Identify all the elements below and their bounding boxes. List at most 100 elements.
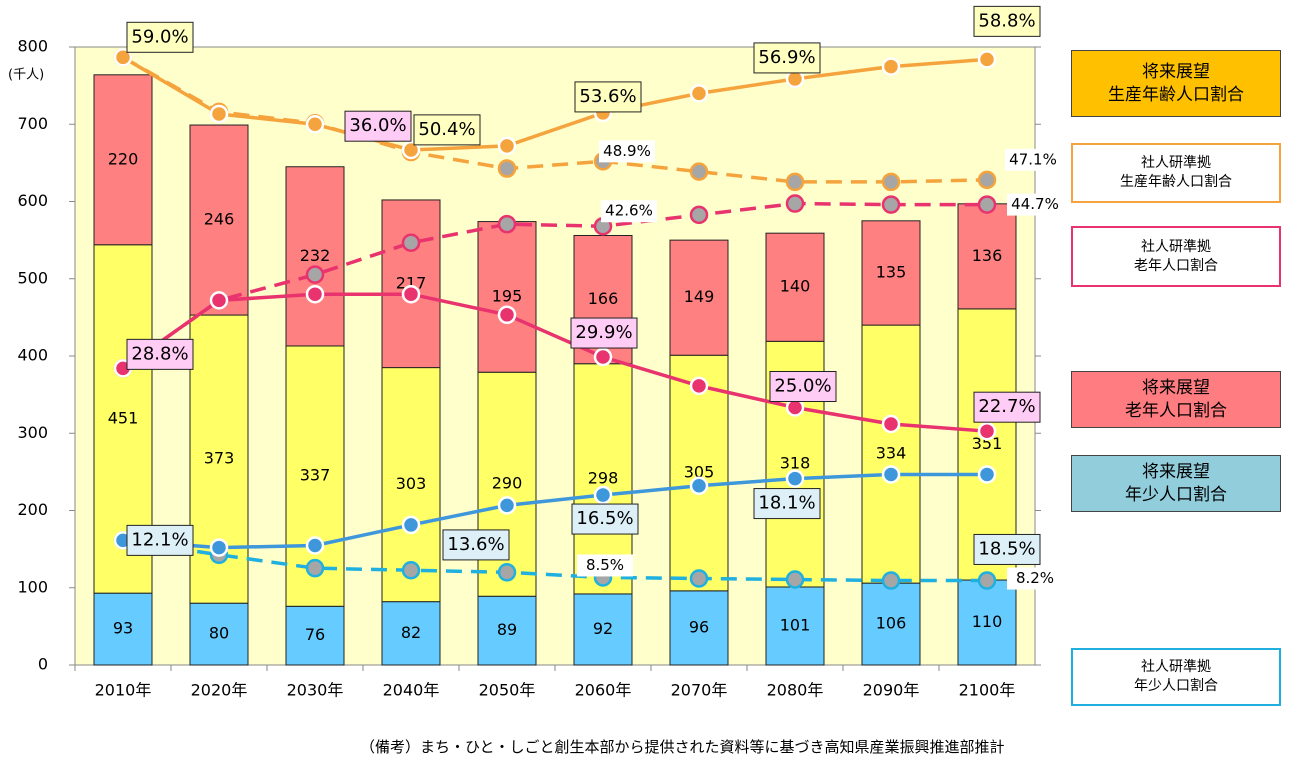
- line-marker: [113, 48, 133, 67]
- x-tick-label: 2100年: [959, 681, 1016, 700]
- line-marker: [977, 50, 997, 69]
- line-marker: [977, 421, 997, 441]
- label-box: [571, 503, 639, 535]
- line-marker: [977, 571, 997, 590]
- line-marker: [401, 233, 421, 252]
- label-box: [442, 529, 510, 561]
- line-marker: [305, 265, 325, 284]
- bar: [93, 74, 153, 246]
- line-marker: [689, 376, 709, 396]
- x-tick-label: 2070年: [671, 681, 728, 700]
- line-marker: [881, 414, 901, 434]
- line-marker: [881, 57, 901, 76]
- bar-value-label: 246: [204, 210, 235, 229]
- label-bg: [601, 200, 657, 223]
- line-value-label: 25.0%: [774, 376, 831, 397]
- bar: [477, 221, 537, 373]
- bar: [381, 199, 441, 369]
- bar-value-label: 290: [492, 474, 523, 493]
- label-box: [769, 371, 837, 402]
- label-bg: [1005, 148, 1061, 171]
- bar-value-label: 220: [108, 149, 139, 168]
- bar: [381, 601, 441, 666]
- line-marker: [209, 538, 229, 557]
- y-tick-label: 600: [17, 191, 48, 210]
- bar: [957, 579, 1017, 666]
- y-tick-label: 0: [38, 655, 48, 674]
- x-tick-label: 2040年: [383, 681, 440, 700]
- label-bg: [599, 140, 655, 163]
- x-tick-label: 2080年: [767, 681, 824, 700]
- line-marker: [689, 205, 709, 225]
- label-box: [126, 524, 194, 556]
- line-value-label: 18.1%: [758, 493, 815, 514]
- y-tick-label: 100: [17, 577, 48, 596]
- legend-entry: 社人研準拠 生産年齢人口割合: [1071, 143, 1281, 203]
- bar-value-label: 96: [689, 617, 709, 636]
- bar-value-label: 337: [300, 466, 331, 485]
- source-note: （備考）まち・ひと・しごと創生本部から提供された資料等に基づき高知県産業振興推進…: [360, 738, 1005, 756]
- bar: [765, 232, 825, 342]
- line-marker: [689, 84, 709, 103]
- line-marker: [785, 570, 805, 589]
- bar: [477, 595, 537, 666]
- label-box: [413, 114, 481, 146]
- bar-value-label: 232: [300, 246, 331, 265]
- x-tick-label: 2030年: [287, 681, 344, 700]
- legend-entry: 将来展望 老年人口割合: [1071, 371, 1281, 428]
- bar: [861, 582, 921, 666]
- line: [121, 292, 988, 433]
- line: [122, 538, 987, 583]
- y-tick-label: 400: [17, 346, 48, 365]
- bar-value-label: 195: [492, 286, 523, 305]
- label-box: [570, 317, 638, 349]
- x-tick-label: 2010年: [95, 681, 152, 700]
- label-box: [973, 5, 1041, 37]
- line-marker: [593, 485, 613, 505]
- line-value-label: 16.5%: [576, 508, 633, 529]
- label-bg: [1007, 567, 1063, 590]
- bar: [765, 586, 825, 666]
- line-marker: [593, 347, 613, 367]
- x-tick-label: 2090年: [863, 681, 920, 700]
- bar-value-label: 305: [684, 463, 715, 482]
- line-value-label: 48.9%: [603, 142, 651, 160]
- line-value-label: 42.6%: [605, 202, 653, 220]
- line-marker: [689, 162, 709, 181]
- bar-value-label: 334: [876, 444, 907, 463]
- y-tick-label: 200: [17, 500, 48, 519]
- bar-value-label: 149: [684, 287, 715, 306]
- bar-value-label: 217: [396, 273, 427, 292]
- bar-value-label: 92: [593, 619, 613, 638]
- y-tick-label: 500: [17, 268, 48, 287]
- line-value-label: 36.0%: [349, 115, 406, 136]
- line-value-label: 56.9%: [758, 47, 815, 68]
- bar-value-label: 298: [588, 468, 619, 487]
- bar-value-label: 166: [588, 289, 619, 308]
- bar: [669, 239, 729, 356]
- bar-value-label: 106: [876, 614, 907, 633]
- y-tick-label: 300: [17, 423, 48, 442]
- line-value-label: 53.6%: [579, 86, 636, 107]
- line-value-label: 28.8%: [131, 343, 188, 364]
- line-value-label: 58.8%: [978, 10, 1035, 31]
- line-value-label: 18.5%: [978, 538, 1035, 559]
- line-value-label: 13.6%: [447, 534, 504, 555]
- line-value-label: 50.4%: [418, 119, 475, 140]
- line-marker: [977, 195, 997, 214]
- line-marker: [305, 558, 325, 578]
- line-marker: [209, 104, 229, 124]
- label-box: [973, 391, 1041, 423]
- bar-value-label: 303: [396, 474, 427, 493]
- bar: [573, 593, 633, 666]
- line-value-label: 22.7%: [978, 396, 1035, 417]
- label-box: [753, 42, 821, 74]
- bar-value-label: 89: [497, 620, 517, 639]
- label-bg: [577, 554, 633, 577]
- x-tick-label: 2060年: [575, 681, 632, 700]
- bar-value-label: 76: [305, 625, 325, 644]
- x-tick-label: 2020年: [191, 681, 248, 700]
- line-marker: [881, 195, 901, 214]
- line-marker: [305, 536, 325, 555]
